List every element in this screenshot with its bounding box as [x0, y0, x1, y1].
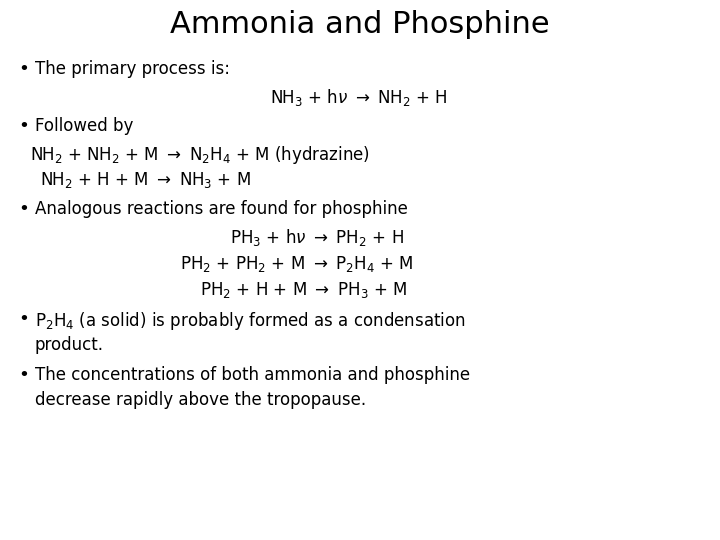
Text: •: •: [18, 117, 29, 135]
Text: NH$_2$ + NH$_2$ + M $\rightarrow$ N$_2$H$_4$ + M (hydrazine): NH$_2$ + NH$_2$ + M $\rightarrow$ N$_2$H…: [30, 144, 370, 166]
Text: •: •: [18, 310, 29, 328]
Text: PH$_3$ + h$\nu$ $\rightarrow$ PH$_2$ + H: PH$_3$ + h$\nu$ $\rightarrow$ PH$_2$ + H: [230, 227, 404, 248]
Text: Ammonia and Phosphine: Ammonia and Phosphine: [170, 10, 550, 39]
Text: NH$_2$ + H + M $\rightarrow$ NH$_3$ + M: NH$_2$ + H + M $\rightarrow$ NH$_3$ + M: [40, 171, 251, 191]
Text: •: •: [18, 60, 29, 78]
Text: •: •: [18, 366, 29, 384]
Text: product.: product.: [35, 336, 104, 354]
Text: PH$_2$ + PH$_2$ + M $\rightarrow$ P$_2$H$_4$ + M: PH$_2$ + PH$_2$ + M $\rightarrow$ P$_2$H…: [180, 254, 413, 274]
Text: The concentrations of both ammonia and phosphine: The concentrations of both ammonia and p…: [35, 366, 470, 384]
Text: NH$_3$ + h$\nu$ $\rightarrow$ NH$_2$ + H: NH$_3$ + h$\nu$ $\rightarrow$ NH$_2$ + H: [270, 87, 447, 108]
Text: Followed by: Followed by: [35, 117, 133, 135]
Text: P$_2$H$_4$ (a solid) is probably formed as a condensation: P$_2$H$_4$ (a solid) is probably formed …: [35, 310, 466, 332]
Text: PH$_2$ + H + M $\rightarrow$ PH$_3$ + M: PH$_2$ + H + M $\rightarrow$ PH$_3$ + M: [200, 280, 408, 300]
Text: •: •: [18, 200, 29, 218]
Text: Analogous reactions are found for phosphine: Analogous reactions are found for phosph…: [35, 200, 408, 218]
Text: The primary process is:: The primary process is:: [35, 60, 230, 78]
Text: decrease rapidly above the tropopause.: decrease rapidly above the tropopause.: [35, 391, 366, 409]
